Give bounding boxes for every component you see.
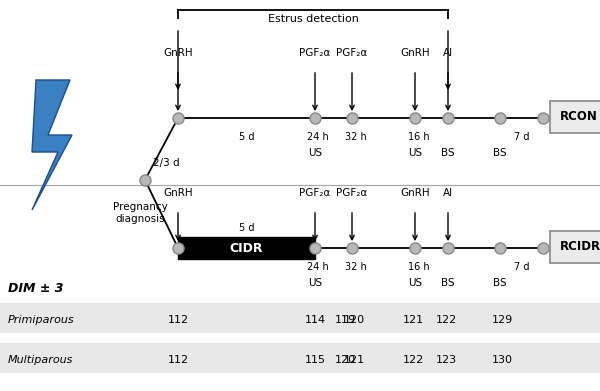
Text: 123: 123 (436, 355, 457, 365)
Text: 121: 121 (343, 355, 365, 365)
Text: GnRH: GnRH (400, 48, 430, 58)
Text: AI: AI (443, 188, 453, 198)
Bar (0, 303, 600, 333)
Text: US: US (308, 148, 322, 158)
Text: 5 d: 5 d (239, 223, 254, 233)
Bar (0, 343, 600, 373)
Text: 121: 121 (403, 315, 424, 325)
Text: US: US (408, 278, 422, 288)
Text: 24 h: 24 h (307, 132, 329, 142)
Polygon shape (32, 80, 72, 210)
Text: PGF₂α: PGF₂α (337, 188, 368, 198)
Text: 119: 119 (334, 315, 356, 325)
FancyBboxPatch shape (550, 101, 600, 133)
Text: 112: 112 (167, 355, 188, 365)
Text: BS: BS (441, 278, 455, 288)
Text: 7 d: 7 d (514, 132, 529, 142)
Text: 130: 130 (491, 355, 512, 365)
Text: PGF₂α: PGF₂α (337, 48, 368, 58)
Text: 115: 115 (305, 355, 325, 365)
Text: 24 h: 24 h (307, 262, 329, 272)
Text: 120: 120 (343, 315, 365, 325)
Text: 114: 114 (304, 315, 326, 325)
FancyBboxPatch shape (550, 231, 600, 263)
Text: RCIDR: RCIDR (559, 240, 600, 253)
Text: 16 h: 16 h (408, 132, 430, 142)
Text: 2/3 d: 2/3 d (153, 158, 179, 168)
Text: 5 d: 5 d (239, 132, 254, 142)
Text: 16 h: 16 h (408, 262, 430, 272)
Text: 129: 129 (491, 315, 512, 325)
Text: GnRH: GnRH (163, 48, 193, 58)
Text: 122: 122 (436, 315, 457, 325)
Text: Estrus detection: Estrus detection (268, 14, 358, 24)
Text: Primiparous: Primiparous (8, 315, 74, 325)
Text: 122: 122 (403, 355, 424, 365)
Text: US: US (308, 278, 322, 288)
Text: 120: 120 (334, 355, 356, 365)
Text: RCON: RCON (560, 111, 598, 124)
Text: PGF₂α: PGF₂α (299, 48, 331, 58)
Text: BS: BS (493, 148, 507, 158)
Text: CIDR: CIDR (230, 242, 263, 255)
Text: BS: BS (441, 148, 455, 158)
Text: 32 h: 32 h (345, 132, 367, 142)
Text: 112: 112 (167, 315, 188, 325)
Text: AI: AI (443, 48, 453, 58)
Text: DIM ± 3: DIM ± 3 (8, 282, 64, 295)
Text: 32 h: 32 h (345, 262, 367, 272)
Text: 7 d: 7 d (514, 262, 529, 272)
Text: GnRH: GnRH (163, 188, 193, 198)
Text: Pregnancy
diagnosis: Pregnancy diagnosis (113, 202, 167, 224)
Text: BS: BS (493, 278, 507, 288)
Text: Multiparous: Multiparous (8, 355, 73, 365)
Text: GnRH: GnRH (400, 188, 430, 198)
Bar (178, 237, 315, 259)
Text: PGF₂α: PGF₂α (299, 188, 331, 198)
Text: US: US (408, 148, 422, 158)
